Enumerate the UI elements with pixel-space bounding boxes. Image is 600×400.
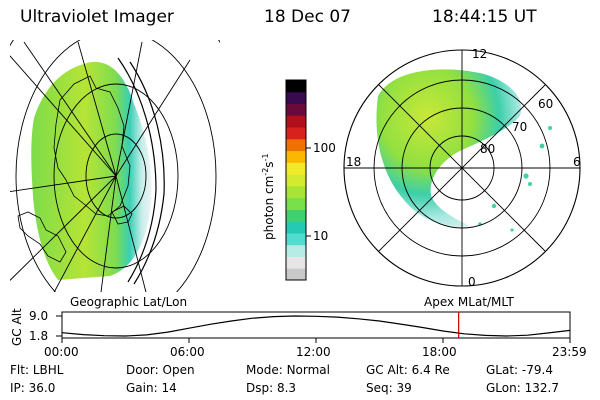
colorbar-segment (286, 80, 306, 93)
mlat-label-60: 60 (538, 97, 554, 111)
mlt-label-6: 6 (573, 155, 581, 169)
alt-xtick-0: 00:00 (44, 345, 79, 359)
info-flt: Flt: LBHL (10, 363, 64, 377)
colorbar-segment (286, 174, 306, 187)
info-ip: IP: 36.0 (10, 381, 56, 395)
colorbar-segment (286, 150, 306, 163)
geographic-label: Geographic Lat/Lon (70, 295, 188, 309)
info-seq: Seq: 39 (366, 381, 412, 395)
mlt-label-12: 12 (472, 47, 488, 61)
mlat-label-70: 70 (512, 120, 528, 134)
geographic-panel (10, 40, 220, 292)
info-gc-alt: GC Alt: 6.4 Re (366, 363, 450, 377)
colorbar-tick-100: 100 (313, 141, 336, 155)
colorbar-label: photon cm-2s-1 (261, 153, 276, 240)
altitude-ylabel: GC Alt (10, 308, 24, 346)
date-label: 18 Dec 07 (264, 7, 351, 27)
info-dsp: Dsp: 8.3 (246, 381, 297, 395)
colorbar-segment (286, 115, 306, 128)
altitude-plot (56, 311, 571, 343)
polar-panel (343, 49, 581, 287)
apex-label: Apex MLat/MLT (424, 295, 514, 309)
colorbar-segment (286, 221, 306, 234)
altitude-curve (61, 315, 571, 337)
colorbar-segment (286, 162, 306, 175)
mlat-label-80: 80 (480, 142, 496, 156)
colorbar-segment (286, 256, 306, 269)
left-auroral-emission (31, 61, 152, 280)
alt-xtick-3: 18:00 (422, 345, 457, 359)
info-glat: GLat: -79.4 (486, 363, 553, 377)
colorbar-segment (286, 244, 306, 257)
alt-xtick-1: 06:00 (170, 345, 205, 359)
alt-ytick-low: 1.8 (29, 329, 49, 343)
colorbar-segment (286, 209, 306, 222)
alt-ytick-high: 9.0 (29, 309, 49, 323)
colorbar-segment (286, 103, 306, 116)
time-label: 18:44:15 UT (432, 7, 537, 27)
mlt-label-0: 0 (468, 275, 476, 289)
colorbar-segment (286, 138, 306, 152)
instrument-title: Ultraviolet Imager (20, 7, 174, 27)
colorbar-tick-10: 10 (313, 229, 329, 243)
alt-xtick-4: 23:59 (552, 345, 587, 359)
info-door: Door: Open (126, 363, 195, 377)
mlt-label-18: 18 (346, 155, 362, 169)
color-bar (285, 79, 311, 281)
colorbar-segment (286, 268, 306, 281)
alt-xtick-2: 12:00 (296, 345, 331, 359)
colorbar-segment (286, 91, 306, 105)
right-auroral-emission (376, 69, 522, 227)
colorbar-segment (286, 197, 306, 210)
info-mode: Mode: Normal (246, 363, 330, 377)
colorbar-segment (286, 185, 306, 199)
colorbar-segment (286, 127, 306, 140)
info-gain: Gain: 14 (126, 381, 177, 395)
info-glon: GLon: 132.7 (486, 381, 559, 395)
colorbar-segment (286, 232, 306, 246)
